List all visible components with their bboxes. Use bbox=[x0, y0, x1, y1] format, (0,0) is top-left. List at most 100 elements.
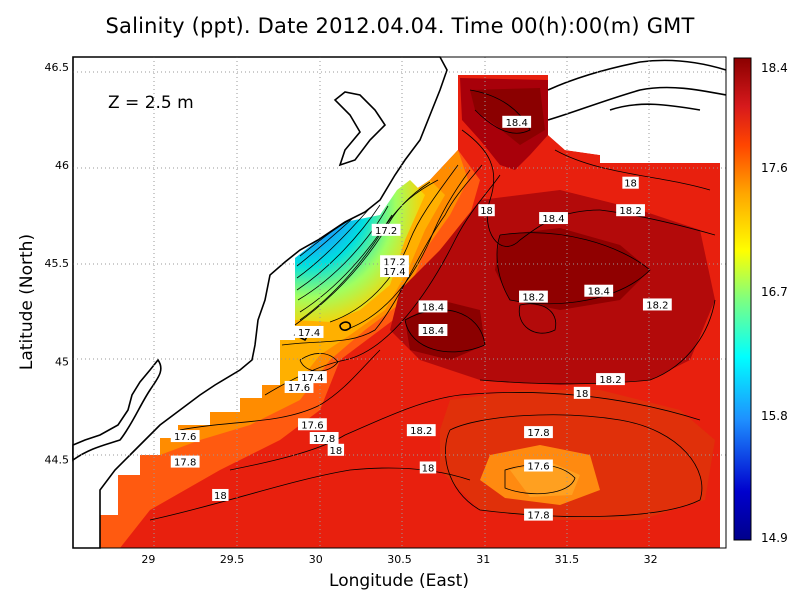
contour-label: 18 bbox=[212, 488, 229, 502]
colorbar-ticks: 18.4 17.6 16.7 15.8 14.9 bbox=[761, 61, 788, 545]
contour-label-bg bbox=[298, 371, 327, 384]
contour-label-text: 18.2 bbox=[522, 293, 544, 304]
contour-label-text: 17.8 bbox=[527, 428, 549, 439]
x-axis-ticks: 29 29.5 30 30.5 31 31.5 32 bbox=[141, 553, 657, 566]
contour-label-text: 18.4 bbox=[588, 287, 610, 298]
contour-label-text: 18.2 bbox=[646, 300, 668, 311]
contour-label-text: 17.2 bbox=[375, 226, 397, 237]
contour-label-text: 18.4 bbox=[542, 214, 564, 225]
contour-label: 18.2 bbox=[406, 424, 436, 437]
contour-label: 18.4 bbox=[539, 212, 568, 225]
contour-label-text: 17.8 bbox=[313, 434, 335, 445]
contour-label-text: 18.2 bbox=[599, 375, 621, 386]
contour-label: 17.6 bbox=[284, 380, 314, 394]
contour-label: 17.8 bbox=[524, 508, 553, 522]
x-tick-label: 31 bbox=[476, 553, 490, 566]
contour-label: 18.4 bbox=[418, 323, 448, 337]
contour-label: 18.4 bbox=[502, 115, 532, 129]
depth-label: Z = 2.5 m bbox=[108, 93, 194, 113]
contour-label-text: 18.4 bbox=[422, 326, 444, 337]
contour-label: 17.4 bbox=[294, 325, 324, 339]
contour-label-text: 18 bbox=[330, 446, 343, 457]
y-tick-label: 46 bbox=[55, 159, 69, 172]
contour-label-text: 18 bbox=[576, 389, 589, 400]
contour-label-text: 17.6 bbox=[527, 462, 549, 473]
contour-label-bg bbox=[596, 373, 625, 386]
x-tick-label: 30.5 bbox=[387, 553, 412, 566]
contour-label-text: 17.6 bbox=[301, 420, 323, 431]
contour-label: 17.2 bbox=[371, 223, 401, 237]
contour-label-text: 18 bbox=[624, 179, 637, 190]
contour-label-bg bbox=[406, 424, 436, 437]
contour-label-bg bbox=[371, 223, 401, 236]
y-tick-label: 46.5 bbox=[45, 61, 70, 74]
plot-frame bbox=[72, 56, 727, 549]
contour-label: 17.8 bbox=[309, 432, 339, 445]
contour-label-bg bbox=[524, 426, 553, 439]
contour-label-text: 18.2 bbox=[619, 206, 641, 217]
contour-label: 17.4 bbox=[380, 265, 409, 278]
contour-label: 18.4 bbox=[584, 284, 614, 298]
contour-label-bg bbox=[298, 418, 327, 431]
contour-label-text: 17.4 bbox=[383, 267, 405, 278]
contour-label: 17.6 bbox=[298, 418, 327, 431]
colorbar-tick-label: 18.4 bbox=[761, 61, 788, 75]
contour-label-bg bbox=[524, 508, 553, 521]
contour-label-bg bbox=[418, 323, 448, 336]
contour-label-bg bbox=[380, 265, 409, 278]
contour-label: 17.8 bbox=[170, 455, 200, 469]
x-tick-label: 29.5 bbox=[220, 553, 245, 566]
contour-label: 18 bbox=[622, 176, 639, 190]
contour-label: 18.4 bbox=[418, 300, 448, 313]
contour-label-text: 17.4 bbox=[298, 328, 320, 339]
contour-label: 18.2 bbox=[596, 373, 625, 386]
y-tick-label: 44.5 bbox=[45, 454, 70, 467]
contour-label: 18.2 bbox=[616, 204, 645, 217]
contour-label-bg bbox=[539, 212, 568, 225]
contour-labels: 18.41818.21818.417.217.217.418.418.218.2… bbox=[170, 115, 672, 522]
coastline bbox=[72, 59, 727, 462]
contour-label-text: 17.8 bbox=[174, 458, 196, 469]
colorbar-tick-label: 14.9 bbox=[761, 531, 788, 545]
contour-label-bg bbox=[418, 300, 448, 313]
contour-label: 18.2 bbox=[519, 290, 548, 304]
contour-label-bg bbox=[584, 284, 614, 297]
contour-label-text: 18.2 bbox=[410, 426, 432, 437]
contour-label-text: 18.4 bbox=[422, 302, 444, 313]
contour-label-bg bbox=[170, 455, 200, 468]
contour-label-bg bbox=[294, 325, 324, 338]
y-tick-label: 45.5 bbox=[45, 257, 70, 270]
contour-label-text: 17.8 bbox=[527, 511, 549, 522]
contour-label-bg bbox=[309, 432, 339, 445]
contour-label-bg bbox=[478, 204, 495, 217]
contour-label: 18.2 bbox=[642, 298, 672, 311]
colorbar bbox=[733, 57, 752, 541]
contour-label: 17.2 bbox=[380, 255, 409, 268]
contour-label-bg bbox=[212, 488, 229, 501]
contour-label: 17.6 bbox=[524, 459, 553, 473]
contour-label: 17.4 bbox=[298, 371, 327, 384]
contour-label: 17.6 bbox=[170, 430, 200, 443]
contour-label-text: 17.2 bbox=[383, 257, 405, 268]
contour-label-bg bbox=[573, 386, 591, 399]
contour-label-text: 18 bbox=[214, 491, 227, 502]
contour-label-text: 17.6 bbox=[288, 383, 310, 394]
contour-label-bg bbox=[616, 204, 645, 217]
contour-label: 18 bbox=[327, 443, 345, 457]
colorbar-tick-label: 15.8 bbox=[761, 409, 788, 423]
contour-label-bg bbox=[524, 459, 553, 472]
y-tick-label: 45 bbox=[55, 355, 69, 368]
contour-label-bg bbox=[519, 290, 548, 303]
contour-label: 18 bbox=[573, 386, 591, 400]
contour-label-bg bbox=[380, 255, 409, 268]
x-tick-label: 32 bbox=[644, 553, 658, 566]
contour-label-bg bbox=[419, 461, 437, 474]
x-tick-label: 31.5 bbox=[555, 553, 580, 566]
contour-label-text: 17.4 bbox=[301, 373, 323, 384]
grid bbox=[73, 57, 726, 548]
contour-label-bg bbox=[327, 443, 345, 456]
x-tick-label: 29 bbox=[141, 553, 155, 566]
y-axis-label: Latitude (North) bbox=[17, 234, 37, 370]
x-axis-label: Longitude (East) bbox=[329, 571, 469, 591]
